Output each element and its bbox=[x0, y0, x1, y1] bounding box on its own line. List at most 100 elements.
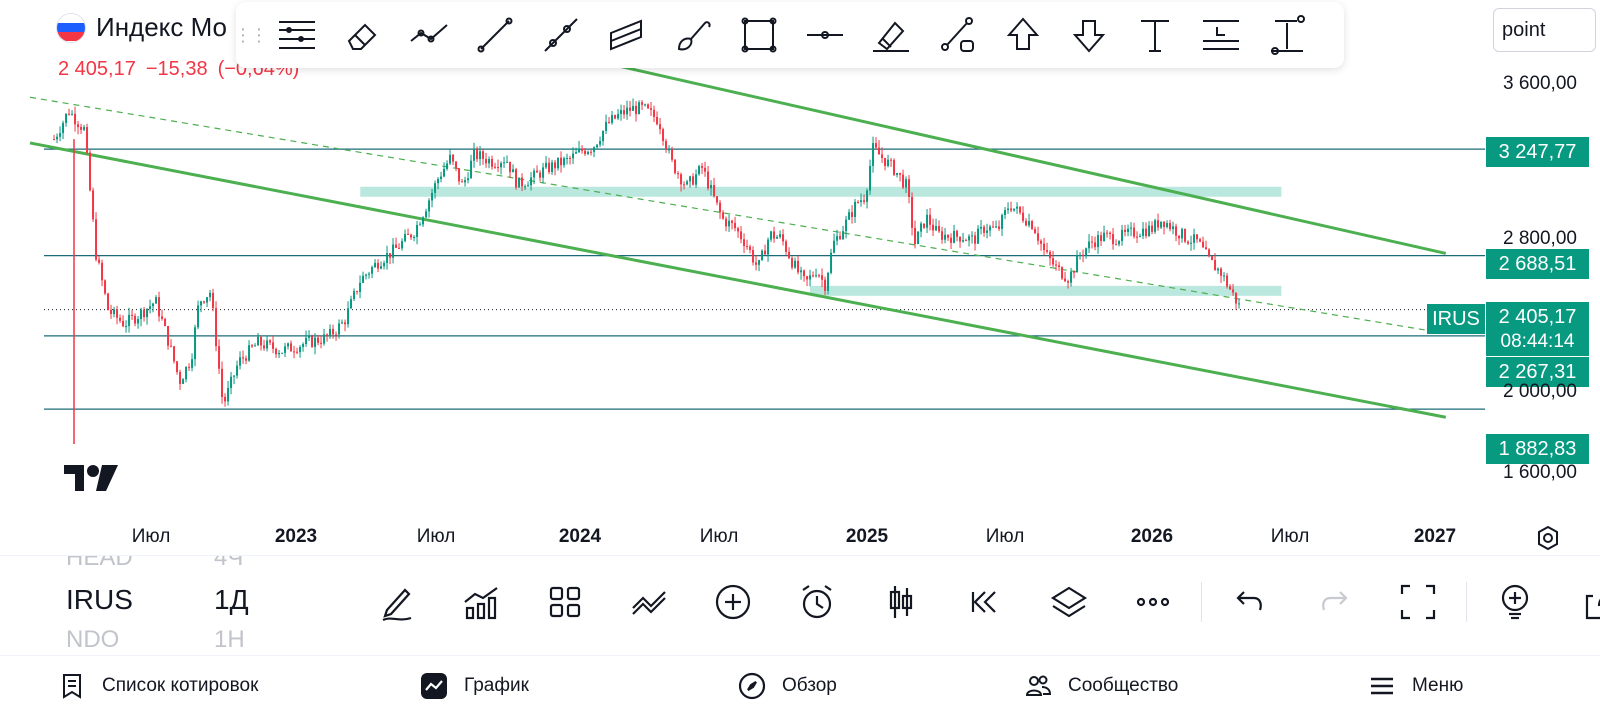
candle-body bbox=[239, 357, 242, 366]
candle-body bbox=[551, 162, 554, 173]
arrow-up-icon[interactable] bbox=[990, 5, 1056, 65]
chart-area[interactable]: Индекс Мо 2 405,17 −15,38 (−0,64%) ⋮⋮ bbox=[0, 0, 1600, 555]
nav-label: График bbox=[464, 675, 529, 696]
candle-body bbox=[632, 105, 635, 111]
candle-body bbox=[758, 260, 761, 265]
candle-body bbox=[1178, 235, 1181, 239]
candle-body bbox=[1013, 208, 1016, 211]
drag-handle-icon[interactable]: ⋮⋮ bbox=[234, 24, 268, 45]
candle-body bbox=[176, 361, 179, 373]
compare-icon[interactable] bbox=[607, 574, 691, 630]
candle-body bbox=[572, 153, 575, 159]
parallel-channel-icon[interactable] bbox=[594, 5, 660, 65]
drawing-toolbar: ⋮⋮ bbox=[234, 2, 1344, 68]
share-icon[interactable] bbox=[1557, 574, 1600, 630]
candle-body bbox=[1115, 244, 1118, 246]
resistance-zone[interactable] bbox=[360, 186, 1282, 197]
candle-body bbox=[794, 260, 797, 268]
channel-lower-trend-line[interactable] bbox=[29, 141, 1447, 419]
candle-body bbox=[71, 113, 74, 115]
price-chart[interactable] bbox=[0, 0, 1600, 555]
dashed-midline-trend-line[interactable] bbox=[29, 96, 1446, 335]
candle-body bbox=[749, 246, 752, 250]
indicators-icon[interactable] bbox=[439, 574, 523, 630]
text-icon[interactable] bbox=[1122, 5, 1188, 65]
nav-explore[interactable]: Обзор bbox=[738, 664, 837, 708]
level-price-tag[interactable]: 3 247,77 bbox=[1486, 137, 1589, 167]
symbol-interval-picker[interactable]: HEAD 4Ч IRUS 1Д NDO 1Н bbox=[66, 556, 296, 656]
support-zone[interactable] bbox=[809, 285, 1282, 296]
symbol-title[interactable]: Индекс Мо bbox=[96, 12, 227, 42]
candle-body bbox=[608, 121, 611, 123]
candle-body bbox=[782, 234, 785, 242]
nav-menu[interactable]: Меню bbox=[1368, 664, 1463, 708]
candles-icon[interactable] bbox=[859, 574, 943, 630]
level-price-tag[interactable]: 2 267,31 bbox=[1486, 357, 1589, 387]
candle-body bbox=[1232, 289, 1235, 293]
candle-body bbox=[1049, 251, 1052, 259]
fullscreen-icon[interactable] bbox=[1376, 574, 1460, 630]
pencil-icon[interactable] bbox=[355, 574, 439, 630]
idea-icon[interactable] bbox=[1473, 574, 1557, 630]
measure-icon[interactable] bbox=[1254, 5, 1320, 65]
ray-icon[interactable] bbox=[528, 5, 594, 65]
candle-body bbox=[446, 163, 449, 169]
picker-row[interactable]: NDO 1Н bbox=[66, 626, 296, 654]
channel-upper-trend-line[interactable] bbox=[478, 32, 1447, 255]
candle-body bbox=[1025, 220, 1028, 226]
candle-body bbox=[899, 172, 902, 175]
level-price-tag[interactable]: 1 882,83 bbox=[1486, 434, 1589, 464]
path-icon[interactable] bbox=[924, 5, 990, 65]
candle-body bbox=[173, 346, 176, 362]
line-icon[interactable] bbox=[462, 5, 528, 65]
long-position-icon[interactable] bbox=[1188, 5, 1254, 65]
undo-icon[interactable] bbox=[1208, 574, 1292, 630]
redo-icon bbox=[1292, 574, 1376, 630]
alert-icon[interactable] bbox=[775, 574, 859, 630]
replay-icon[interactable] bbox=[943, 574, 1027, 630]
search-input[interactable] bbox=[1493, 8, 1596, 52]
candle-body bbox=[1166, 223, 1169, 227]
horizontal-line-icon[interactable] bbox=[792, 5, 858, 65]
highlighter-icon[interactable] bbox=[858, 5, 924, 65]
candle-body bbox=[260, 336, 263, 346]
picker-row[interactable]: HEAD 4Ч bbox=[66, 556, 296, 572]
eraser-icon[interactable] bbox=[330, 5, 396, 65]
level-price-tag[interactable]: 2 688,51 bbox=[1486, 249, 1589, 279]
candle-body bbox=[1163, 221, 1166, 227]
trend-lines-icon[interactable] bbox=[396, 5, 462, 65]
candle-body bbox=[542, 167, 545, 178]
brush-icon[interactable] bbox=[660, 5, 726, 65]
candle-body bbox=[1046, 250, 1049, 252]
nav-chart[interactable]: График bbox=[420, 664, 529, 708]
more-icon[interactable] bbox=[1111, 574, 1195, 630]
time-axis-label: 2024 bbox=[558, 526, 602, 547]
candle-body bbox=[1109, 232, 1112, 234]
candle-body bbox=[305, 337, 308, 345]
time-axis-label: 2025 bbox=[845, 526, 889, 547]
candle-body bbox=[1067, 281, 1070, 283]
layout-grid-icon[interactable] bbox=[523, 574, 607, 630]
candle-body bbox=[1208, 249, 1211, 257]
layers-icon[interactable] bbox=[1027, 574, 1111, 630]
candle-body bbox=[1133, 227, 1136, 237]
rectangle-icon[interactable] bbox=[726, 5, 792, 65]
arrow-down-icon[interactable] bbox=[1056, 5, 1122, 65]
candle-body bbox=[1205, 247, 1208, 250]
chart-settings-gear-icon[interactable] bbox=[1530, 520, 1566, 555]
candle-body bbox=[62, 122, 65, 134]
nav-watchlist[interactable]: Список котировок bbox=[58, 664, 258, 708]
candle-body bbox=[689, 176, 692, 182]
candle-body bbox=[593, 147, 596, 152]
candle-body bbox=[302, 344, 305, 347]
tool-list-icon[interactable] bbox=[264, 5, 330, 65]
candle-body bbox=[530, 177, 533, 186]
candle-body bbox=[1118, 241, 1121, 245]
candle-body bbox=[140, 309, 143, 320]
picker-row-selected[interactable]: IRUS 1Д bbox=[66, 584, 296, 616]
candle-body bbox=[1196, 234, 1199, 240]
candle-body bbox=[359, 282, 362, 292]
nav-community[interactable]: Сообщество bbox=[1024, 664, 1178, 708]
add-icon[interactable] bbox=[691, 574, 775, 630]
candle-body bbox=[779, 234, 782, 237]
